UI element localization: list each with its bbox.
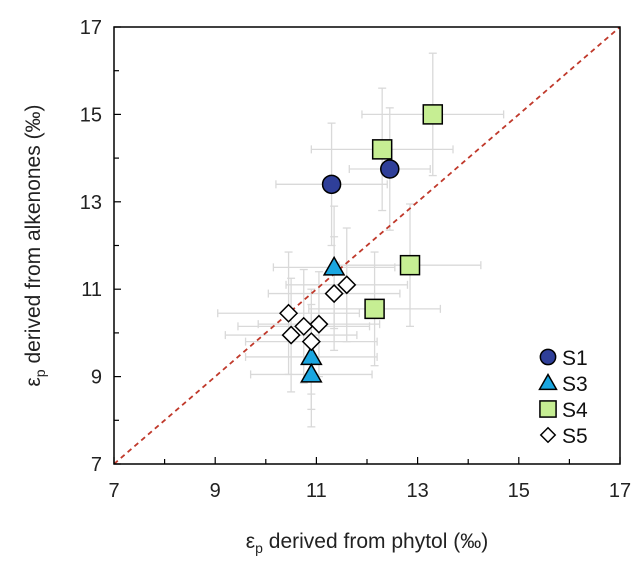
data-point-s4 [422, 104, 444, 125]
data-point-s5 [301, 332, 321, 352]
data-points [279, 104, 444, 383]
y-tick-label: 11 [81, 279, 102, 301]
x-tick-label: 11 [306, 480, 327, 502]
y-tick-label: 9 [91, 367, 102, 389]
y-tick-label: 17 [80, 17, 102, 39]
data-point-s5 [281, 325, 301, 345]
legend-label-s5: S5 [562, 425, 588, 448]
legend-label-s4: S4 [562, 399, 588, 422]
legend-marker-s3 [538, 372, 558, 391]
data-point-s5 [309, 314, 329, 334]
legend-label-s3: S3 [562, 373, 588, 396]
y-axis-title-text: derived from alkenones (‰) [22, 104, 45, 369]
data-point-s4 [371, 139, 393, 160]
data-point-s5 [337, 275, 357, 295]
x-tick-label: 17 [609, 480, 631, 502]
legend-label-s1: S1 [562, 347, 588, 370]
one-to-one-line [113, 26, 621, 465]
y-tick-label: 15 [80, 104, 102, 126]
legend: S1 S3 S4 S5 [538, 347, 588, 448]
x-axis-title: εp derived from phytol (‰) [246, 530, 488, 556]
data-point-s4 [364, 298, 385, 320]
data-point-s3 [322, 255, 346, 276]
data-point-s5 [324, 284, 344, 304]
legend-marker-s4 [539, 400, 557, 418]
x-tick-label: 7 [108, 480, 119, 502]
data-point-s3 [300, 362, 323, 383]
y-tick-label: 13 [80, 192, 102, 214]
data-point-s4 [399, 254, 421, 276]
x-axis-title-subscript: p [255, 540, 263, 556]
data-point-s1 [380, 159, 400, 179]
legend-marker-s1 [539, 348, 557, 366]
x-axis-title-text: derived from phytol (‰) [263, 530, 488, 553]
data-point-s5 [279, 303, 299, 323]
axis-ticks [113, 26, 621, 465]
x-tick-label: 13 [406, 480, 428, 502]
x-axis-title-symbol: ε [246, 530, 255, 553]
tick-labels: 7 9 11 13 15 17 7 9 11 13 15 17 [80, 17, 631, 502]
legend-marker-s5 [539, 426, 557, 444]
data-point-s5 [294, 316, 314, 336]
y-tick-label: 7 [91, 454, 102, 476]
y-axis-title: εp derived from alkenones (‰) [22, 104, 48, 386]
x-tick-label: 9 [210, 480, 221, 502]
y-axis-title-subscript: p [32, 369, 48, 377]
data-point-s1 [321, 174, 342, 195]
x-tick-label: 15 [508, 480, 530, 502]
y-axis-title-symbol: ε [22, 377, 45, 386]
